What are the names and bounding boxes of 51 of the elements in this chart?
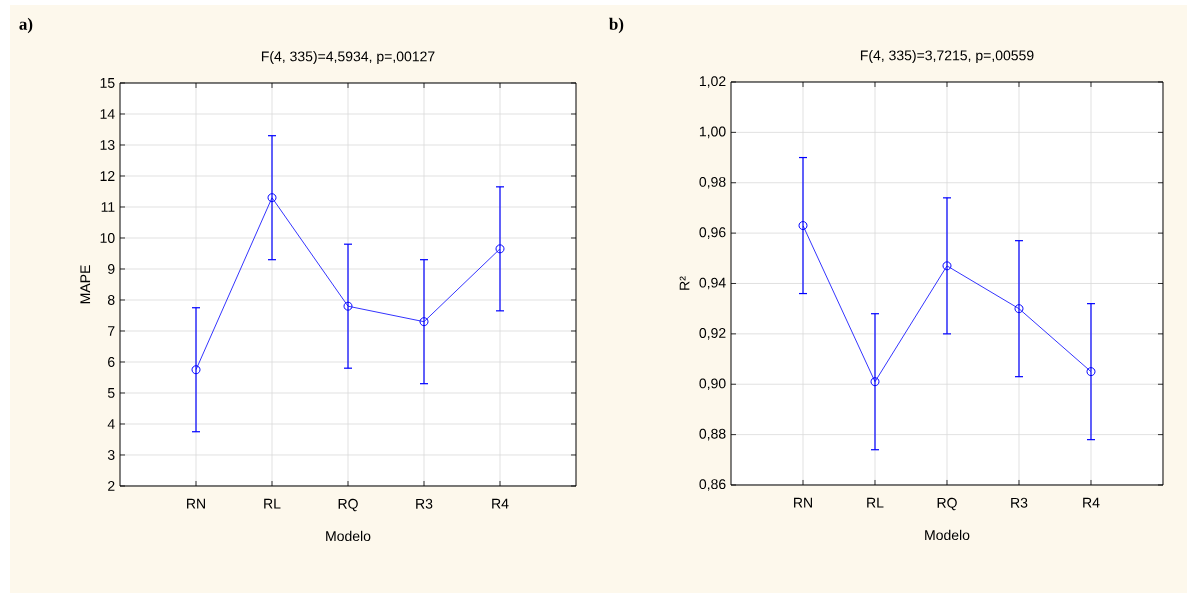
y-tick-label: 6 — [108, 357, 115, 367]
point — [942, 261, 952, 271]
point — [798, 221, 808, 231]
y-tick-label: 14 — [100, 109, 115, 119]
x-tick-label: R4 — [1083, 497, 1100, 508]
y-tick-label: 2 — [108, 481, 115, 491]
point — [1086, 367, 1096, 377]
x-axis-title: Modelo — [326, 530, 371, 542]
y-tick-label: 3 — [107, 450, 115, 460]
y-tick-label: 0,86 — [699, 479, 726, 491]
y-tick-label: 15 — [100, 78, 115, 88]
x-tick-label: RL — [867, 497, 884, 508]
y-tick-label: 0,90 — [699, 378, 726, 391]
y-axis-title: R² — [679, 276, 690, 290]
y-tick-label: 0,96 — [699, 227, 726, 239]
x-tick-label: R3 — [1011, 497, 1028, 508]
y-tick-label: 0,92 — [699, 328, 726, 340]
y-tick-label: 12 — [100, 171, 115, 181]
y-tick-label: 7 — [108, 326, 115, 336]
y-tick-label: 10 — [100, 233, 115, 243]
x-axis-title: Modelo — [925, 529, 970, 541]
x-tick-label: RQ — [937, 497, 957, 511]
x-tick-label: RL — [264, 498, 281, 509]
point — [267, 193, 277, 203]
x-tick-label: RQ — [338, 498, 358, 512]
point — [191, 365, 201, 375]
y-tick-label: 0,94 — [699, 277, 726, 290]
y-tick-label: 0,98 — [699, 176, 726, 189]
y-tick-label: 13 — [100, 140, 115, 150]
y-tick-label: 4 — [107, 419, 115, 429]
y-tick-label: 9 — [108, 264, 115, 274]
y-tick-label: 8 — [107, 295, 115, 305]
point — [495, 244, 505, 254]
text: a) — [19, 17, 33, 34]
chart-title: F(4, 335)=4,5934, p=,00127 — [261, 51, 435, 65]
point — [1014, 304, 1024, 314]
point — [343, 301, 353, 311]
y-tick-label: 1,00 — [699, 126, 726, 139]
y-tick-label: 5 — [107, 388, 115, 398]
x-tick-label: RN — [794, 497, 812, 508]
text: b) — [609, 17, 624, 34]
chart-title: F(4, 335)=3,7215, p=,00559 — [860, 50, 1034, 64]
y-tick-label: 11 — [101, 202, 115, 212]
y-tick-label: 1,02 — [699, 76, 726, 88]
x-tick-label: RN — [187, 498, 205, 509]
y-axis-title: MAPE — [80, 265, 91, 304]
point — [870, 377, 880, 387]
point — [419, 317, 429, 327]
x-tick-label: R4 — [492, 498, 509, 509]
y-tick-label: 0,88 — [699, 428, 726, 441]
x-tick-label: R3 — [416, 498, 433, 509]
